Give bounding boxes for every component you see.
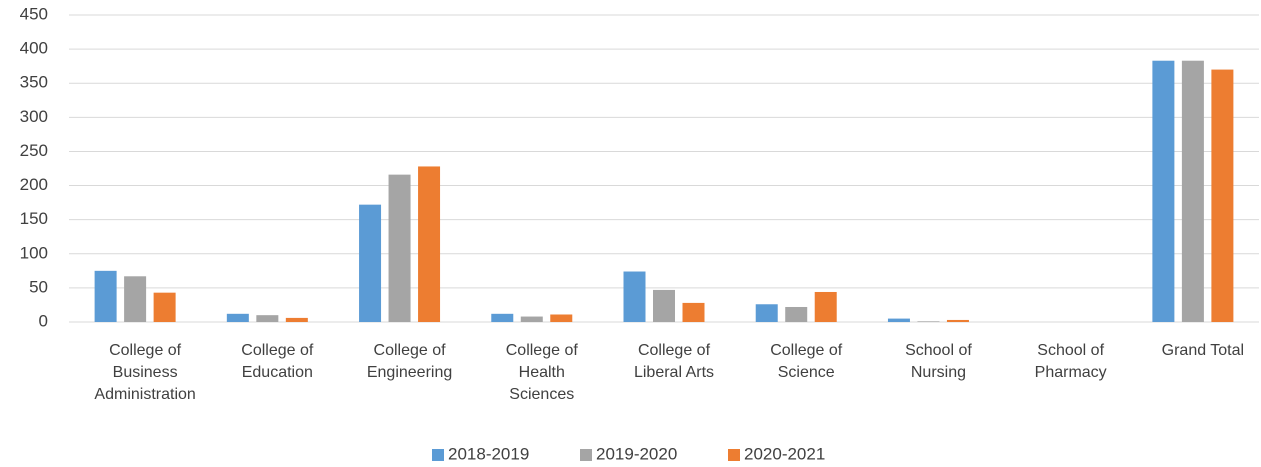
bar bbox=[653, 289, 675, 322]
x-tick-label: College of Education bbox=[241, 342, 314, 381]
bar bbox=[94, 270, 117, 322]
bar bbox=[946, 319, 969, 322]
bar bbox=[285, 317, 308, 322]
bar bbox=[1211, 69, 1234, 322]
legend-swatch bbox=[580, 449, 592, 461]
bar bbox=[520, 316, 543, 322]
x-tick-label: College of Engineering bbox=[366, 342, 453, 381]
bar bbox=[785, 306, 808, 322]
bar bbox=[359, 204, 382, 322]
x-tick-label: College of Science bbox=[770, 342, 843, 381]
x-tick-label: College of Liberal Arts bbox=[633, 342, 715, 381]
legend-label: 2018-2019 bbox=[448, 444, 529, 463]
legend-label: 2019-2020 bbox=[596, 444, 677, 463]
bar bbox=[550, 314, 573, 322]
legend-swatch bbox=[728, 449, 740, 461]
x-tick-label: College of Business Administration bbox=[94, 342, 196, 403]
bar bbox=[491, 313, 514, 322]
y-tick-label: 250 bbox=[20, 141, 48, 160]
bar bbox=[153, 292, 176, 322]
bar bbox=[256, 315, 279, 322]
x-tick-label: School of Pharmacy bbox=[1034, 342, 1107, 381]
y-tick-label: 100 bbox=[20, 243, 48, 262]
legend-label: 2020-2021 bbox=[744, 444, 825, 463]
bar bbox=[682, 302, 705, 322]
bar bbox=[124, 276, 147, 322]
x-tick-label: Grand Total bbox=[1161, 342, 1245, 359]
y-tick-label: 450 bbox=[20, 4, 48, 23]
y-tick-label: 150 bbox=[20, 209, 48, 228]
bar bbox=[418, 166, 441, 322]
bar bbox=[1181, 60, 1204, 322]
bar bbox=[814, 291, 837, 322]
bar bbox=[887, 318, 910, 322]
y-tick-label: 200 bbox=[20, 175, 48, 194]
y-tick-label: 400 bbox=[20, 39, 48, 58]
bar bbox=[388, 174, 411, 322]
y-tick-label: 300 bbox=[20, 107, 48, 126]
y-tick-label: 0 bbox=[39, 311, 48, 330]
bar bbox=[917, 321, 940, 322]
bar bbox=[1152, 60, 1175, 322]
x-tick-label: College of Health Sciences bbox=[505, 342, 578, 403]
bar bbox=[755, 304, 778, 322]
bar bbox=[623, 271, 646, 322]
x-tick-label: School of Nursing bbox=[905, 342, 972, 381]
legend-swatch bbox=[432, 449, 444, 461]
bar bbox=[226, 313, 249, 322]
y-tick-label: 50 bbox=[29, 277, 48, 296]
y-tick-label: 350 bbox=[20, 73, 48, 92]
